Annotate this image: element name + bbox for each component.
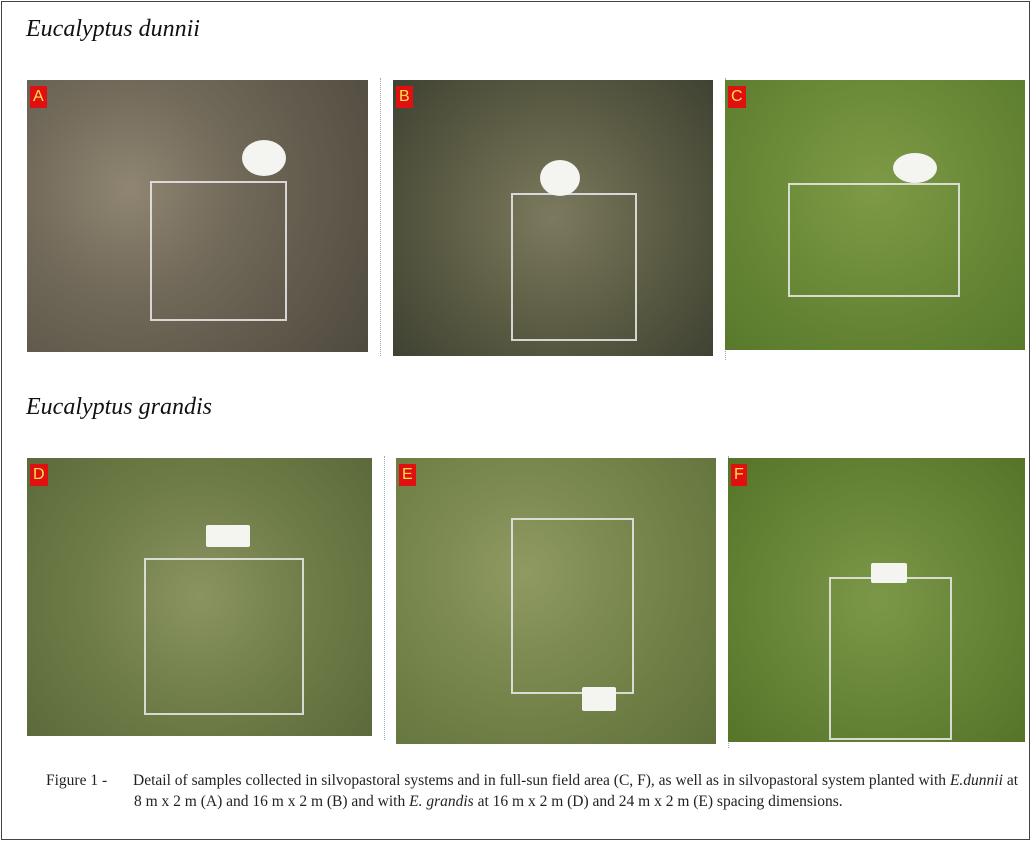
panel-divider xyxy=(380,78,381,356)
caption-part: E. grandis xyxy=(409,793,474,810)
sample-tag xyxy=(206,525,250,547)
sample-tag xyxy=(582,687,616,711)
quadrat xyxy=(144,558,303,715)
photo: D xyxy=(27,458,372,736)
panel-label: B xyxy=(396,86,413,108)
caption-label: Figure 1 - xyxy=(46,770,107,791)
photo: C xyxy=(725,80,1025,350)
photo: F xyxy=(728,458,1025,742)
caption: Figure 1 - Detail of samples collected i… xyxy=(46,770,1018,812)
sample-tag xyxy=(540,160,580,196)
section-title: Eucalyptus grandis xyxy=(26,394,212,421)
page: Figure 1 - Detail of samples collected i… xyxy=(0,0,1033,866)
photo: E xyxy=(396,458,716,744)
section-title: Eucalyptus dunnii xyxy=(26,16,200,43)
quadrat xyxy=(150,181,287,321)
quadrat xyxy=(788,183,960,298)
caption-part: E.dunnii xyxy=(950,772,1003,789)
sample-tag xyxy=(893,153,937,183)
sample-tag xyxy=(242,140,286,176)
quadrat xyxy=(829,577,952,740)
panel-label: F xyxy=(731,464,747,486)
panel-label: E xyxy=(399,464,416,486)
caption-part: Detail of samples collected in silvopast… xyxy=(133,772,950,789)
sample-tag xyxy=(871,563,907,583)
caption-part: at 16 m x 2 m (D) and 24 m x 2 m (E) spa… xyxy=(474,793,843,810)
panel-label: A xyxy=(30,86,47,108)
caption-text: Detail of samples collected in silvopast… xyxy=(46,770,1018,812)
panel-label: C xyxy=(728,86,746,108)
photo: A xyxy=(27,80,368,352)
panel-label: D xyxy=(30,464,48,486)
panel-divider xyxy=(384,456,385,740)
photo: B xyxy=(393,80,713,356)
quadrat xyxy=(511,518,633,694)
quadrat xyxy=(511,193,637,341)
